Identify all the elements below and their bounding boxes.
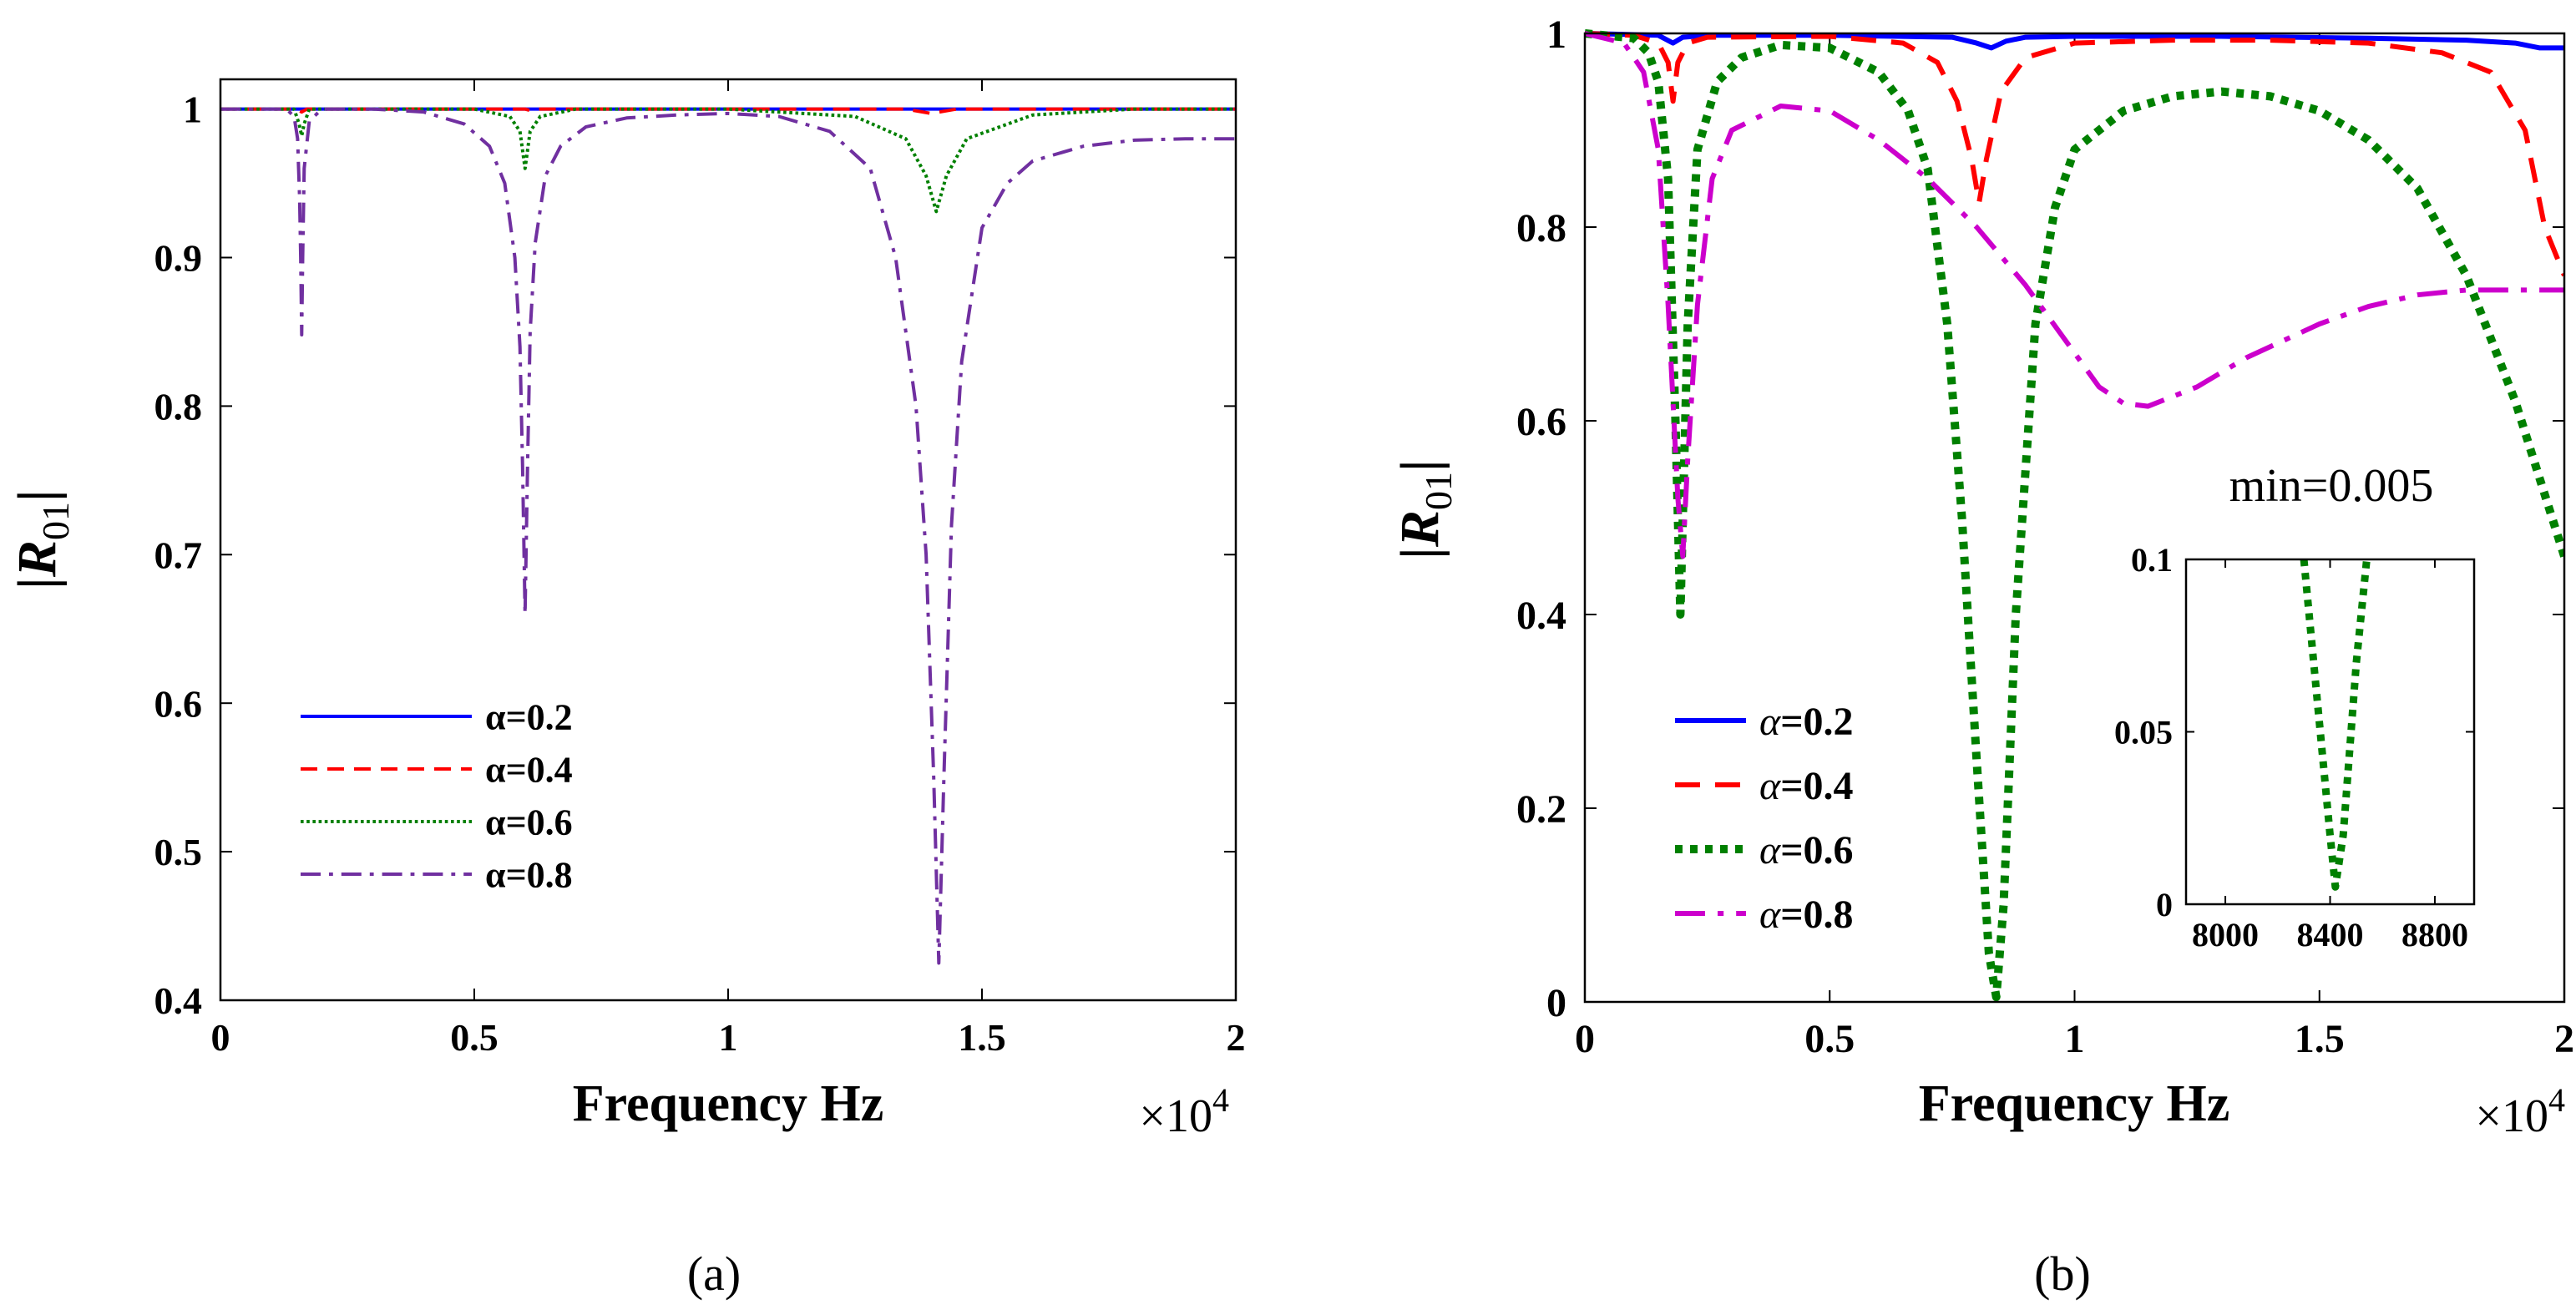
panel-b-x-tick-label: 1.5 [2295, 1017, 2345, 1061]
panel-b-y-tick-label: 1 [1546, 13, 1566, 57]
panel-a-y-tick-label: 0.5 [154, 831, 203, 873]
panel-a-legend-label-0: α=0.2 [485, 696, 573, 737]
panel-a-x-multiplier: ×104 [1139, 1081, 1229, 1142]
panel-a-x-axis-label: Frequency Hz [573, 1075, 884, 1132]
inset-x-tick-label: 8800 [2401, 916, 2468, 953]
panel-b-y-tick-label: 0.4 [1516, 594, 1566, 638]
panel-a-series [220, 107, 1236, 965]
svg-text:|R01|: |R01| [7, 489, 77, 589]
inset-y-tick-label: 0 [2156, 886, 2173, 923]
panel-b-legend-label-0: α=0.2 [1759, 700, 1854, 744]
panel-a-label: (a) [687, 1247, 741, 1301]
panel-a-y-tick-label: 0.9 [154, 237, 203, 280]
svg-text:|R01|: |R01| [1389, 459, 1460, 559]
panel-a-x-tick-label: 1 [719, 1016, 738, 1059]
panel-b-series-line-1 [1585, 31, 2564, 277]
panel-a-y-axis-label: |R01| [7, 489, 77, 589]
panel-a-series-line-1 [220, 107, 1236, 115]
panel-b-series-line-0 [1585, 31, 2564, 51]
panel-a-x-tick-label: 2 [1227, 1016, 1246, 1059]
panel-b-legend: α=0.2 α=0.4 α=0.6 α=0.8 [1675, 700, 1854, 937]
inset-x-tick-label: 8000 [2192, 916, 2259, 953]
panel-a-y-tick-label: 1 [183, 89, 202, 131]
panel-a-axes-frame [219, 78, 1237, 1002]
inset-x-tick-labels: 8000 8400 8800 [2192, 916, 2468, 953]
panel-b-series-line-3 [1585, 31, 2564, 559]
inset-series-line-0 [2300, 559, 2371, 891]
panel-b-label: (b) [2034, 1247, 2091, 1301]
panel-a-legend-label-1: α=0.4 [485, 749, 573, 790]
panel-a-y-tick-label: 0.4 [154, 979, 203, 1022]
panel-b-inset-frame [2184, 558, 2476, 906]
panel-a-series-line-3 [220, 107, 1236, 965]
panel-a-y-tick-label: 0.6 [154, 682, 203, 725]
panel-a-legend: α=0.2 α=0.4 α=0.6 α=0.8 [301, 696, 573, 895]
panel-a-y-tick-label: 0.7 [154, 534, 203, 576]
panel-b-axes-frame [1583, 32, 2566, 1004]
panel-b-legend-label-1: α=0.4 [1759, 764, 1854, 808]
panel-b-min-annotation: min=0.005 [2229, 460, 2434, 512]
panel-b-x-tick-label: 2 [2554, 1017, 2574, 1061]
panel-b-inset-chart: 8000 8400 8800 0 0.05 0.1 [2114, 541, 2476, 953]
panel-b-x-multiplier: ×104 [2475, 1081, 2565, 1142]
panel-a-plot-area [220, 79, 1236, 1000]
panel-b-y-tick-label: 0.2 [1516, 787, 1566, 832]
inset-y-tick-label: 0.05 [2114, 714, 2173, 751]
panel-b-y-tick-label: 0.6 [1516, 400, 1566, 444]
panel-b-series-line-2 [1585, 29, 2564, 1002]
panel-b-chart: 0 0.5 1 1.5 2 0 0.2 0.4 0.6 0.8 1 Frequency Hz ×1… [1389, 13, 2574, 1301]
panel-b-x-tick-labels: 0 0.5 1 1.5 2 [1575, 1017, 2574, 1061]
panel-a-x-tick-label: 1.5 [958, 1016, 1006, 1059]
panel-b-x-tick-label: 1 [2065, 1017, 2085, 1061]
panel-b-legend-label-3: α=0.8 [1759, 893, 1854, 937]
panel-b-y-tick-labels: 0 0.2 0.4 0.6 0.8 1 [1516, 13, 1566, 1025]
panel-a-series-line-2 [220, 107, 1236, 214]
panel-a-x-tick-labels: 0 0.5 1 1.5 2 [211, 1016, 1246, 1059]
panel-b-y-tick-label: 0 [1546, 981, 1566, 1025]
panel-b-inset-plot-area [2186, 559, 2474, 904]
panel-b-x-tick-label: 0 [1575, 1017, 1595, 1061]
panel-b-x-axis-label: Frequency Hz [1919, 1075, 2230, 1132]
panel-b-y-tick-label: 0.8 [1516, 206, 1566, 250]
panel-b-series [1585, 29, 2564, 1002]
panel-a-legend-label-2: α=0.6 [485, 802, 573, 842]
panel-b-legend-label-2: α=0.6 [1759, 828, 1854, 872]
panel-a-chart: 0 0.5 1 1.5 2 0.4 0.5 0.6 0.7 0.8 0.9 1 Frequency … [7, 78, 1246, 1301]
panel-a-y-tick-labels: 0.4 0.5 0.6 0.7 0.8 0.9 1 [154, 89, 203, 1022]
inset-y-tick-labels: 0 0.05 0.1 [2114, 541, 2173, 923]
panel-a-y-tick-label: 0.8 [154, 385, 203, 427]
panel-a-legend-label-3: α=0.8 [485, 854, 573, 895]
inset-x-tick-label: 8400 [2297, 916, 2364, 953]
inset-y-tick-label: 0.1 [2131, 541, 2173, 579]
panel-a-x-tick-label: 0 [211, 1016, 230, 1059]
panel-b-x-tick-label: 0.5 [1804, 1017, 1855, 1061]
panel-a-x-tick-label: 0.5 [450, 1016, 498, 1059]
inset-series [2300, 559, 2371, 891]
panel-b-y-axis-label: |R01| [1389, 459, 1460, 559]
